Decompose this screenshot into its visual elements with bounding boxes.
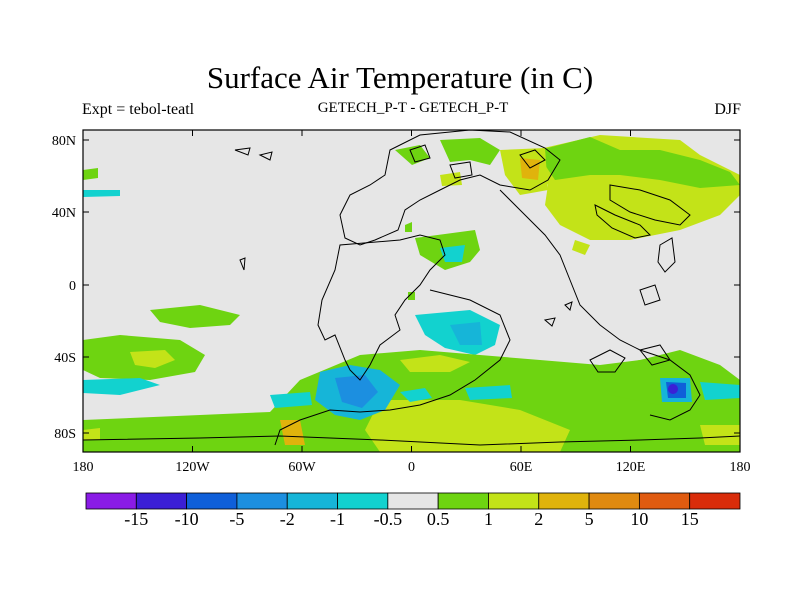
anomaly-region: [700, 425, 740, 445]
x-tick-label: 60E: [510, 460, 533, 475]
colorbar-swatch: [588, 492, 640, 510]
colorbar-label: -5: [229, 509, 244, 529]
colorbar-swatch: [638, 492, 691, 510]
anomaly-region: [400, 355, 470, 372]
colorbar-label: 0.5: [427, 509, 450, 529]
anomaly-region: [440, 172, 462, 186]
colorbar-swatch: [236, 492, 288, 510]
anomaly-region: [150, 305, 240, 328]
x-tick-label: 180: [730, 460, 751, 475]
anomaly-region: [450, 322, 482, 345]
y-tick-label: 0: [69, 279, 76, 294]
anomaly-region: [465, 385, 512, 400]
x-tick-label: 60W: [288, 460, 316, 475]
anomaly-region: [408, 292, 415, 300]
map-title: Surface Air Temperature (in C): [206, 60, 594, 95]
colorbar-label: -1: [330, 509, 345, 529]
y-tick-label: 80N: [52, 134, 76, 149]
colorbar: -15 -10 -5 -2 -1 -0.5 0.5 1 2 5 10 15: [85, 492, 741, 529]
anomaly-region: [365, 400, 570, 452]
anomaly-region: [440, 245, 465, 262]
anomaly-region: [130, 350, 175, 368]
colorbar-label: 1: [484, 509, 493, 529]
anomaly-region: [405, 222, 412, 232]
anomaly-region: [83, 378, 160, 395]
colorbar-swatch: [85, 492, 137, 510]
anomaly-region: [270, 392, 312, 408]
x-tick-label: 180: [73, 460, 94, 475]
season-label: DJF: [714, 101, 741, 118]
model-label: GETECH_P-T - GETECH_P-T: [317, 100, 509, 116]
coastlines: [83, 130, 740, 446]
anomaly-region: [335, 375, 378, 408]
experiment-label: Expt = tebol-teatl: [82, 101, 195, 118]
y-axis-ticks: [83, 139, 740, 434]
colorbar-swatch: [488, 492, 540, 510]
anomaly-region: [572, 240, 590, 255]
colorbar-label: -10: [175, 509, 199, 529]
anomaly-region: [400, 388, 432, 402]
colorbar-label: -15: [124, 509, 148, 529]
anomaly-region: [700, 382, 740, 400]
colorbar-label: 10: [630, 509, 648, 529]
y-tick-label: 40N: [52, 206, 76, 221]
anomaly-region: [83, 190, 120, 197]
y-tick-label: 80S: [54, 427, 76, 442]
colorbar-swatch: [437, 492, 489, 510]
colorbar-swatch: [286, 492, 338, 510]
colorbar-swatch: [337, 492, 389, 510]
colorbar-swatch: [387, 492, 439, 510]
x-tick-label: 0: [408, 460, 415, 475]
y-tick-label: 40S: [54, 351, 76, 366]
colorbar-swatch: [135, 492, 188, 510]
colorbar-label: -0.5: [374, 509, 403, 529]
anomaly-region: [520, 158, 540, 180]
colorbar-label: 5: [585, 509, 594, 529]
x-tick-label: 120W: [175, 460, 210, 475]
colorbar-swatch: [689, 492, 741, 510]
anomaly-region: [540, 137, 740, 188]
anomaly-region: [280, 420, 305, 445]
anomaly-region: [440, 138, 500, 165]
anomaly-region: [83, 168, 98, 180]
anomaly-region: [668, 384, 678, 394]
anomaly-region: [83, 428, 100, 440]
colorbar-label: 2: [534, 509, 543, 529]
colorbar-label: -2: [280, 509, 295, 529]
colorbar-swatch: [186, 492, 238, 510]
x-tick-label: 120E: [616, 460, 646, 475]
colorbar-label: 15: [681, 509, 699, 529]
colorbar-swatch: [538, 492, 590, 510]
x-axis-ticks: [82, 130, 741, 452]
